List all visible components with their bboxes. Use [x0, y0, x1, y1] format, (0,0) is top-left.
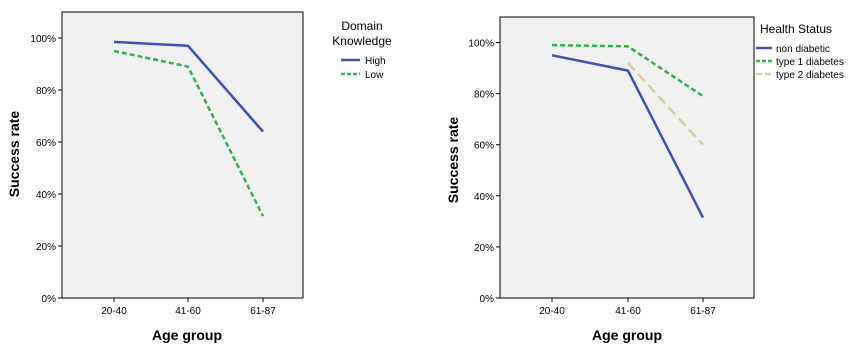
y-axis-title: Success rate: [6, 111, 22, 198]
legend-label: High: [365, 56, 386, 67]
y-axis-title: Success rate: [445, 117, 461, 204]
plot-area: [61, 11, 304, 299]
legend-title-line-1: Domain: [341, 19, 382, 33]
y-tick-label: 80%: [474, 90, 494, 101]
legend-label: Low: [365, 70, 384, 81]
y-tick-label: 40%: [474, 192, 494, 203]
legend-title-line-2: Knowledge: [332, 34, 392, 48]
series-line-1: [113, 40, 264, 133]
x-tick-label: 41-60: [615, 306, 641, 317]
chart-2: 0% 20% 40% 60% 80% 100% 20-40 41-60 61-87 Age gr…: [445, 16, 844, 343]
x-tick-label: 20-40: [101, 306, 127, 317]
plot-area: [499, 16, 755, 299]
y-tick-label: 20%: [474, 243, 494, 254]
y-tick-label: 80%: [36, 86, 56, 97]
y-tick-label: 100%: [30, 34, 56, 45]
x-tick-label: 20-40: [539, 306, 565, 317]
legend-label: non diabetic: [776, 44, 830, 55]
series-line-2: [551, 43, 704, 98]
y-tick-label: 60%: [36, 138, 56, 149]
series-line-1: [551, 54, 705, 219]
series-line-2: [113, 49, 265, 217]
x-axis-title: Age group: [152, 327, 222, 343]
legend-label: type 2 diabetes: [776, 70, 844, 81]
legend-title: Health Status: [760, 22, 832, 36]
y-tick-label: 0%: [480, 294, 495, 305]
x-axis-title: Age group: [592, 327, 662, 343]
y-tick-label: 60%: [474, 141, 494, 152]
y-tick-label: 100%: [468, 39, 494, 50]
y-tick-label: 0%: [42, 294, 57, 305]
series-line-3: [627, 62, 704, 146]
legend-label: type 1 diabetes: [776, 57, 844, 68]
chart-1: 0% 20% 40% 60% 80% 100% 20-40 41-60 61-87 Age gr…: [6, 11, 392, 343]
x-tick-label: 41-60: [175, 306, 201, 317]
y-tick-label: 20%: [36, 242, 56, 253]
x-tick-label: 61-87: [690, 306, 716, 317]
x-tick-label: 61-87: [250, 306, 276, 317]
y-tick-label: 40%: [36, 190, 56, 201]
